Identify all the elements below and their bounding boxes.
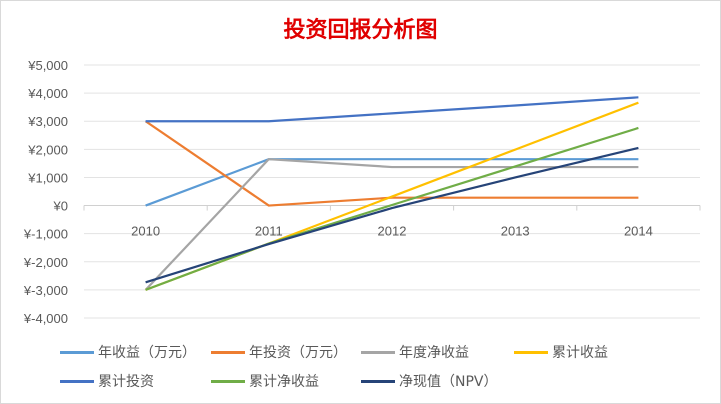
legend-item: 年投资（万元）	[211, 342, 347, 362]
legend-label: 累计投资	[98, 374, 154, 390]
x-tick-label: 2011	[255, 224, 283, 239]
legend-label: 净现值（NPV）	[399, 374, 498, 390]
y-tick-label: ¥2,000	[27, 142, 68, 157]
y-tick-label: ¥-2,000	[23, 255, 68, 270]
legend-label: 累计收益	[552, 345, 608, 361]
legend-swatch	[60, 350, 94, 354]
legend-item: 累计净收益	[211, 371, 319, 391]
y-tick-label: ¥5,000	[27, 58, 68, 73]
y-tick-label: ¥-3,000	[23, 283, 68, 298]
x-tick-label: 2014	[624, 224, 653, 239]
legend-label: 年度净收益	[399, 345, 469, 361]
legend-item: 累计收益	[514, 342, 608, 362]
legend-label: 累计净收益	[249, 374, 319, 390]
x-tick-label: 2013	[501, 224, 530, 239]
legend-item: 净现值（NPV）	[361, 371, 498, 391]
series-line-5	[145, 126, 639, 291]
legend-swatch	[211, 350, 245, 354]
series-line-4	[145, 96, 639, 123]
legend-swatch	[60, 379, 94, 383]
y-tick-label: ¥-4,000	[23, 311, 68, 326]
y-tick-label: ¥3,000	[27, 114, 68, 129]
legend-label: 年收益（万元）	[98, 345, 196, 361]
legend-swatch	[514, 350, 548, 354]
series-line-0	[145, 158, 639, 207]
legend-item: 累计投资	[60, 371, 154, 391]
legend-swatch	[361, 350, 395, 354]
y-tick-label: ¥4,000	[27, 86, 68, 101]
series-line-6	[145, 146, 639, 284]
legend-item: 年收益（万元）	[60, 342, 196, 362]
y-tick-label: ¥-1,000	[23, 227, 68, 242]
y-tick-label: ¥0	[53, 199, 68, 214]
y-tick-label: ¥1,000	[27, 170, 68, 185]
chart-title: 投资回报分析图	[283, 17, 438, 43]
legend-swatch	[211, 379, 245, 383]
legend-item: 年度净收益	[361, 342, 469, 362]
legend-swatch	[361, 379, 395, 383]
x-tick-label: 2012	[378, 224, 407, 239]
series-line-1	[144, 120, 639, 207]
legend-label: 年投资（万元）	[249, 345, 347, 361]
x-tick-label: 2010	[131, 224, 160, 239]
